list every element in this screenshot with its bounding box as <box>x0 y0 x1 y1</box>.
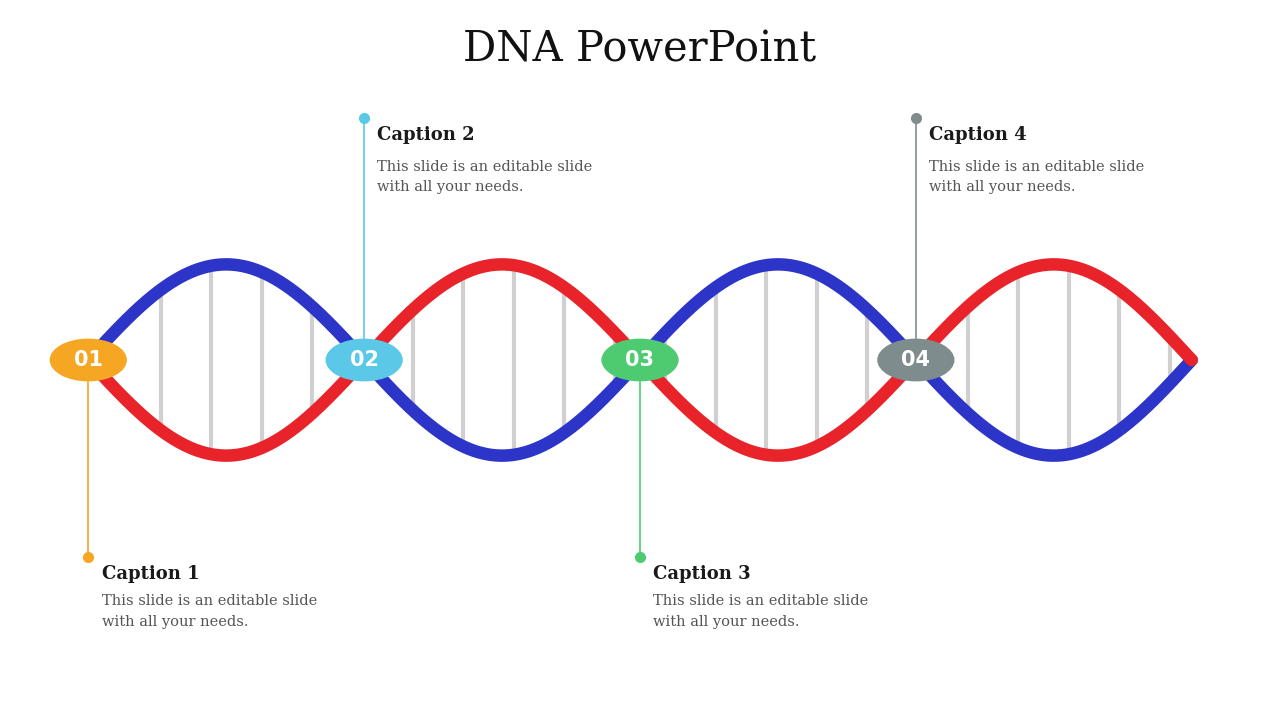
Text: DNA PowerPoint: DNA PowerPoint <box>463 28 817 70</box>
Ellipse shape <box>602 338 678 382</box>
Ellipse shape <box>50 338 127 382</box>
Text: This slide is an editable slide
with all your needs.: This slide is an editable slide with all… <box>929 160 1144 194</box>
Text: 04: 04 <box>901 350 931 370</box>
Text: This slide is an editable slide
with all your needs.: This slide is an editable slide with all… <box>101 594 316 629</box>
Text: Caption 4: Caption 4 <box>929 126 1027 144</box>
Ellipse shape <box>325 338 403 382</box>
Text: Caption 1: Caption 1 <box>101 564 200 582</box>
Text: This slide is an editable slide
with all your needs.: This slide is an editable slide with all… <box>653 594 869 629</box>
Text: 01: 01 <box>74 350 102 370</box>
Text: 03: 03 <box>626 350 654 370</box>
Text: Caption 2: Caption 2 <box>378 126 475 144</box>
Text: Caption 3: Caption 3 <box>653 564 751 582</box>
Ellipse shape <box>877 338 955 382</box>
Text: 02: 02 <box>349 350 379 370</box>
Text: This slide is an editable slide
with all your needs.: This slide is an editable slide with all… <box>378 160 593 194</box>
